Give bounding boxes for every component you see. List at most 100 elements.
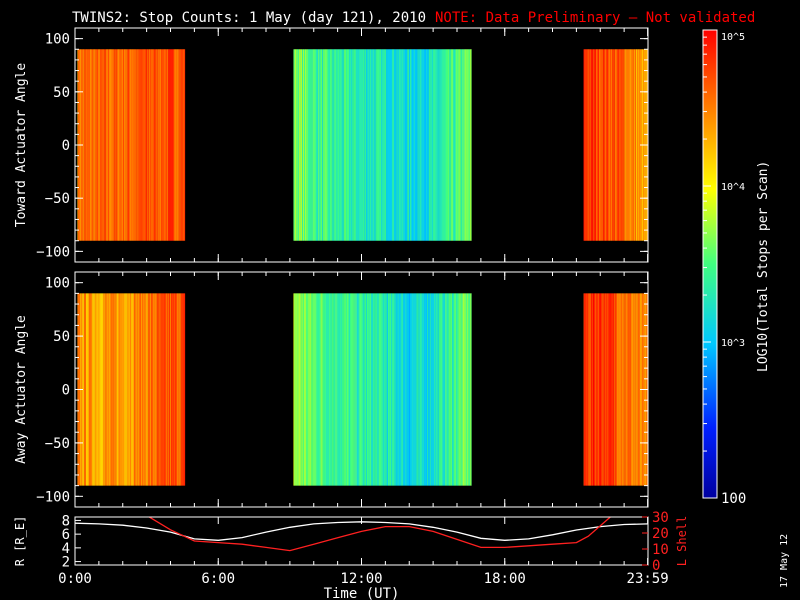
heatmap-cell (619, 293, 622, 486)
heatmap-cell (384, 49, 386, 241)
heatmap-cell (602, 293, 604, 486)
heatmap-cell (421, 49, 423, 241)
heatmap-cell (116, 293, 118, 486)
heatmap-cell (392, 293, 395, 486)
heatmap-cell (433, 49, 436, 241)
heatmap-cell (146, 49, 148, 241)
heatmap-cell (368, 293, 371, 486)
heatmap-cell (455, 49, 458, 241)
heatmap-cell (592, 293, 594, 486)
heatmap-cell (419, 293, 421, 486)
heatmap-cell (100, 293, 102, 486)
heatmap-cell (160, 293, 162, 486)
heatmap-cell (95, 49, 97, 241)
heatmap-cell (597, 49, 600, 241)
heatmap-cell (430, 49, 433, 241)
heatmap-cell (627, 49, 629, 241)
heatmap-cell (423, 49, 425, 241)
heatmap-cell (614, 49, 616, 241)
panel-background (75, 517, 648, 565)
y-tick-label: 100 (45, 276, 70, 292)
heatmap-cell (459, 49, 461, 241)
heatmap-cell (134, 293, 136, 486)
heatmap-cell (144, 49, 146, 241)
heatmap-cell (364, 49, 366, 241)
heatmap-cell (599, 293, 602, 486)
heatmap-cell (129, 293, 132, 486)
heatmap-cell (598, 293, 601, 486)
heatmap-cell (348, 293, 351, 486)
heatmap-cell (345, 293, 348, 486)
heatmap-cell (443, 293, 445, 486)
heatmap-cell (603, 49, 605, 241)
heatmap-cell (173, 293, 176, 486)
heatmap-cell (433, 293, 436, 486)
heatmap-cell (405, 49, 407, 241)
heatmap-cell (148, 293, 150, 486)
heatmap-cell (585, 49, 587, 241)
heatmap-cell (310, 49, 312, 241)
heatmap-cell (86, 49, 89, 241)
heatmap-cell (113, 49, 115, 241)
heatmap-cell (440, 49, 442, 241)
heatmap-cell (593, 293, 595, 486)
heatmap-cell (105, 293, 107, 486)
heatmap-cell (117, 293, 119, 486)
heatmap-cell (135, 49, 137, 241)
y-tick-label: −50 (45, 191, 70, 207)
heatmap-cell (430, 293, 433, 486)
heatmap-cell (588, 293, 590, 486)
heatmap-cell (462, 49, 464, 241)
heatmap-cell (176, 293, 178, 486)
heatmap-cell (106, 49, 108, 241)
heatmap-cell (116, 49, 118, 241)
heatmap-cell (133, 49, 135, 241)
heatmap-cell (304, 49, 307, 241)
heatmap-cell (452, 293, 455, 486)
heatmap-cell (149, 49, 152, 241)
heatmap-cell (328, 293, 331, 486)
heatmap-cell (344, 293, 346, 486)
heatmap-cell (128, 49, 131, 241)
heatmap-cell (415, 293, 417, 486)
heatmap-cell (464, 49, 466, 241)
heatmap-cell (129, 49, 132, 241)
heatmap-cell (312, 293, 314, 486)
heatmap-cell (416, 49, 418, 241)
heatmap-cell (453, 49, 456, 241)
heatmap-cell (147, 49, 149, 241)
heatmap-cell (425, 293, 427, 486)
heatmap-cell (302, 49, 304, 241)
heatmap-cell (335, 49, 337, 241)
heatmap-cell (376, 49, 378, 241)
heatmap-cell (126, 49, 128, 241)
heatmap-cell (119, 293, 121, 486)
heatmap-cell (161, 293, 163, 486)
heatmap-cell (147, 293, 149, 486)
heatmap-cell (122, 49, 124, 241)
heatmap-cell (402, 293, 404, 486)
heatmap-cell (85, 293, 88, 486)
heatmap-cell (102, 49, 104, 241)
x-tick-label: 6:00 (201, 571, 235, 587)
heatmap-cell (374, 49, 376, 241)
heatmap-cell (324, 49, 326, 241)
heatmap-cell (624, 293, 626, 486)
heatmap-cell (155, 49, 157, 241)
heatmap-cell (618, 49, 621, 241)
heatmap-cell (171, 293, 174, 486)
x-tick-label: 12:00 (340, 571, 382, 587)
heatmap-cell (315, 293, 317, 486)
heatmap-cell (92, 49, 94, 241)
heatmap-cell (388, 49, 390, 241)
heatmap-cell (423, 293, 425, 486)
heatmap-cell (378, 293, 380, 486)
heatmap-cell (364, 293, 366, 486)
heatmap-cell (322, 293, 324, 486)
heatmap-cell (388, 293, 391, 486)
heatmap-cell (599, 49, 602, 241)
heatmap-cell (120, 293, 122, 486)
heatmap-cell (83, 49, 85, 241)
heatmap-cell (157, 49, 159, 241)
heatmap-cell (333, 49, 335, 241)
